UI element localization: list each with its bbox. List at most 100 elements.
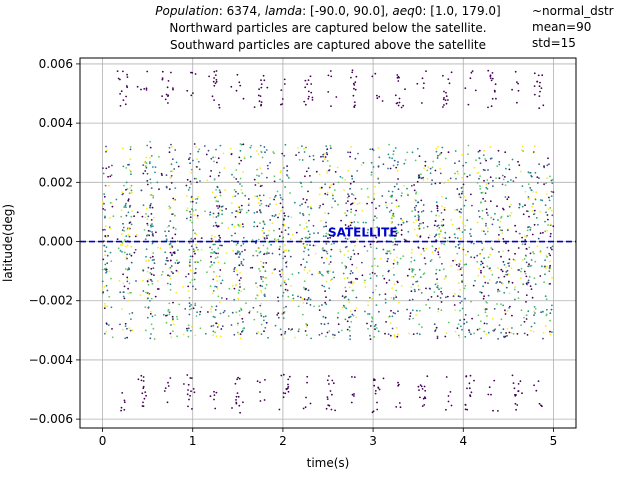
scatter-point [157, 288, 160, 290]
scatter-point [526, 210, 528, 213]
scatter-point [152, 216, 155, 219]
scatter-point [220, 282, 223, 285]
scatter-point [259, 312, 262, 315]
scatter-point [334, 200, 336, 203]
scatter-point [350, 146, 352, 148]
scatter-point [391, 157, 393, 160]
scatter-point [219, 312, 222, 315]
scatter-point [257, 201, 260, 204]
scatter-point [129, 158, 132, 161]
scatter-point [492, 185, 494, 188]
y-tick-label: 0.006 [39, 57, 73, 71]
scatter-point [328, 230, 331, 232]
x-axis-label: time(s) [307, 456, 350, 470]
scatter-point [350, 270, 353, 272]
scatter-point [415, 191, 418, 194]
scatter-point [481, 217, 484, 220]
scatter-point [189, 255, 192, 258]
scatter-point [377, 165, 380, 168]
scatter-point [121, 229, 124, 232]
outlier-point [418, 389, 420, 391]
scatter-point [439, 172, 442, 175]
outlier-point [192, 388, 195, 390]
scatter-point [148, 234, 151, 237]
scatter-point [305, 302, 308, 305]
scatter-point [254, 184, 257, 186]
outlier-point [491, 77, 494, 80]
scatter-point [130, 184, 133, 187]
scatter-point [525, 247, 528, 250]
scatter-point [165, 185, 168, 188]
scatter-point [259, 304, 262, 307]
scatter-point [212, 156, 215, 159]
scatter-point [337, 203, 339, 206]
scatter-point [481, 191, 484, 194]
scatter-point [420, 211, 423, 213]
scatter-point [461, 190, 464, 193]
scatter-point [525, 282, 528, 285]
scatter-point [411, 210, 413, 213]
scatter-point [504, 151, 507, 154]
scatter-point [149, 206, 152, 209]
outlier-point [450, 71, 453, 74]
scatter-point [487, 169, 489, 171]
scatter-point [384, 301, 387, 304]
scatter-point [482, 197, 484, 200]
scatter-point [429, 288, 432, 290]
outlier-point [329, 70, 332, 72]
scatter-point [386, 206, 388, 209]
scatter-point [342, 272, 345, 275]
scatter-point [454, 293, 456, 295]
scatter-point [171, 146, 173, 148]
scatter-point [147, 283, 150, 286]
scatter-point [195, 233, 198, 236]
scatter-point [115, 198, 118, 201]
scatter-point [492, 218, 495, 221]
scatter-point [484, 192, 487, 195]
scatter-point [299, 181, 302, 184]
scatter-point [350, 211, 352, 214]
scatter-point [458, 243, 461, 245]
outlier-point [325, 407, 328, 410]
scatter-point [297, 330, 300, 333]
scatter-point [548, 266, 551, 268]
outlier-point [538, 95, 541, 97]
scatter-point [360, 164, 363, 166]
scatter-point [212, 290, 215, 292]
scatter-point [333, 189, 336, 192]
scatter-point [242, 243, 245, 245]
scatter-point [435, 247, 437, 250]
scatter-point [278, 248, 281, 251]
outlier-point [331, 379, 334, 382]
scatter-point [546, 229, 549, 232]
outlier-point [142, 387, 145, 390]
scatter-point [497, 276, 500, 279]
scatter-point [196, 214, 199, 217]
scatter-point [431, 251, 434, 254]
scatter-point [231, 284, 234, 287]
scatter-point [196, 198, 199, 200]
scatter-point [458, 229, 461, 232]
outlier-point [491, 72, 494, 74]
scatter-point [212, 334, 215, 337]
scatter-point [269, 161, 271, 164]
scatter-point [371, 201, 373, 204]
scatter-point [173, 251, 176, 254]
outlier-point [487, 393, 490, 396]
scatter-point [547, 224, 549, 226]
scatter-point [249, 155, 252, 158]
scatter-point [322, 247, 324, 249]
scatter-point [498, 290, 501, 293]
plot-background [80, 58, 576, 428]
scatter-point [282, 317, 285, 319]
outlier-point [351, 376, 353, 378]
scatter-point [491, 248, 494, 251]
scatter-point [550, 308, 553, 311]
scatter-point [528, 276, 531, 278]
scatter-point [278, 213, 281, 215]
scatter-point [128, 192, 131, 195]
scatter-point [390, 309, 392, 312]
outlier-point [516, 81, 518, 83]
scatter-point [375, 327, 378, 329]
scatter-point [426, 169, 429, 172]
